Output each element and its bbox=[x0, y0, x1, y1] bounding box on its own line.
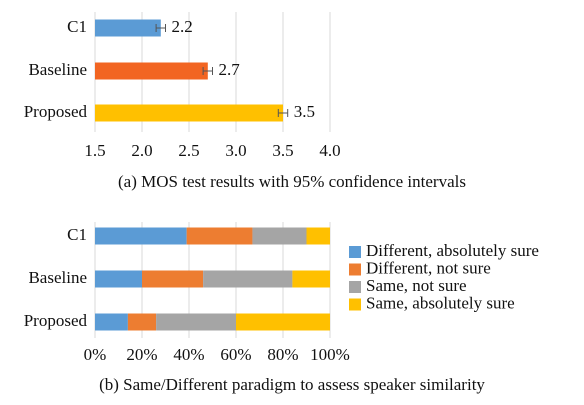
legend-swatch bbox=[349, 281, 361, 293]
error-bar bbox=[202, 67, 213, 75]
bar-segment bbox=[142, 270, 204, 288]
bar-segment bbox=[95, 270, 142, 288]
y-tick-label: C1 bbox=[67, 17, 87, 36]
x-tick-label: 2.0 bbox=[131, 141, 152, 160]
bar-segment bbox=[156, 313, 236, 331]
bar-segment bbox=[306, 227, 330, 245]
value-label: 2.7 bbox=[219, 60, 241, 79]
x-tick-label: 0% bbox=[84, 345, 107, 364]
bar bbox=[95, 104, 283, 122]
bar-segment bbox=[186, 227, 253, 245]
legend-label: Same, not sure bbox=[366, 276, 467, 295]
x-tick-label: 60% bbox=[220, 345, 251, 364]
legend-label: Different, absolutely sure bbox=[366, 241, 539, 260]
bar-segment bbox=[203, 270, 293, 288]
bar bbox=[95, 19, 161, 37]
value-label: 2.2 bbox=[172, 17, 193, 36]
bar-segment bbox=[95, 227, 187, 245]
value-label: 3.5 bbox=[294, 102, 315, 121]
bar-segment bbox=[252, 227, 307, 245]
y-tick-label: Proposed bbox=[24, 311, 88, 330]
bar-segment bbox=[95, 313, 128, 331]
y-tick-label: C1 bbox=[67, 225, 87, 244]
bar bbox=[95, 62, 208, 80]
x-tick-label: 80% bbox=[267, 345, 298, 364]
x-tick-label: 100% bbox=[310, 345, 350, 364]
bar-segment bbox=[127, 313, 157, 331]
legend-swatch bbox=[349, 298, 361, 311]
y-tick-label: Proposed bbox=[24, 102, 88, 121]
x-tick-label: 1.5 bbox=[84, 141, 105, 160]
legend-label: Different, not sure bbox=[366, 258, 491, 277]
legend-swatch bbox=[349, 246, 361, 258]
error-bar bbox=[277, 109, 289, 117]
y-tick-label: Baseline bbox=[28, 268, 87, 287]
x-tick-label: 20% bbox=[126, 345, 157, 364]
legend-label: Same, absolutely sure bbox=[366, 293, 515, 312]
bar-segment bbox=[236, 313, 330, 331]
x-tick-label: 4.0 bbox=[319, 141, 340, 160]
x-tick-label: 3.5 bbox=[272, 141, 293, 160]
bar-segment bbox=[292, 270, 330, 288]
error-bar bbox=[155, 24, 166, 32]
x-tick-label: 2.5 bbox=[178, 141, 199, 160]
x-tick-label: 3.0 bbox=[225, 141, 246, 160]
caption: (a) MOS test results with 95% confidence… bbox=[118, 172, 466, 191]
x-tick-label: 40% bbox=[173, 345, 204, 364]
y-tick-label: Baseline bbox=[28, 60, 87, 79]
legend-swatch bbox=[349, 263, 361, 276]
caption: (b) Same/Different paradigm to assess sp… bbox=[99, 375, 485, 394]
